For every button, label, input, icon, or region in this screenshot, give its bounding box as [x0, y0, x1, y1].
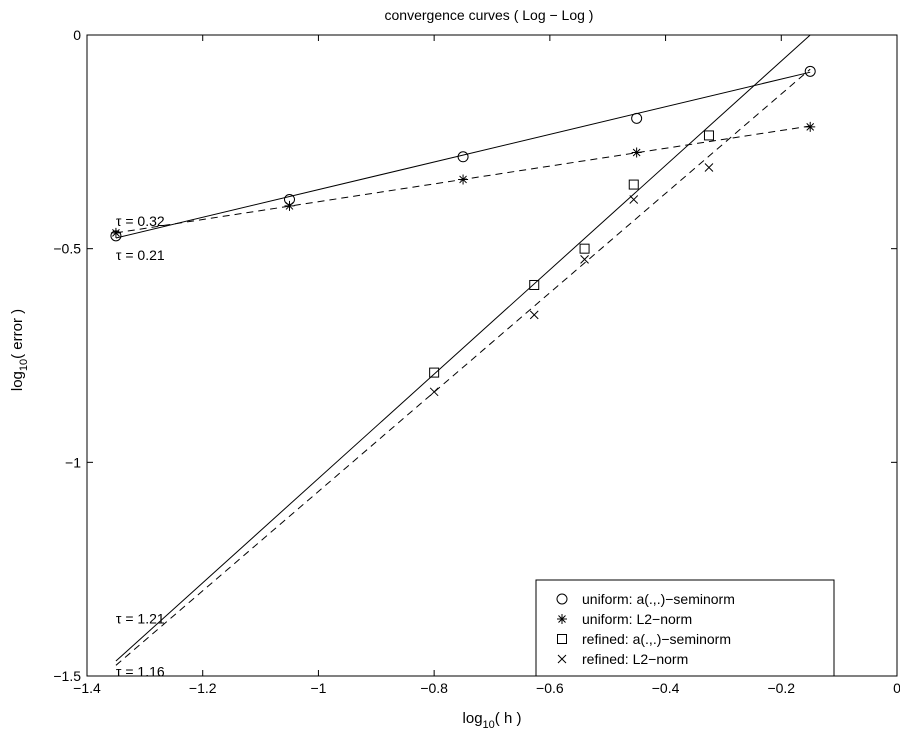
point-x-shape	[580, 254, 589, 264]
plot-frame	[86, 34, 898, 677]
point-asterisk	[458, 174, 469, 185]
point-circle-shape	[631, 112, 643, 124]
point-square-shape	[703, 130, 714, 141]
fit-line-solid	[115, 71, 811, 239]
x-axis: −1.4 −1.2 −1 −0.8 −0.6 −0.4 −0.2 0	[73, 35, 900, 696]
x-tick-label: −0.6	[536, 680, 564, 696]
point-square	[429, 367, 440, 378]
point-asterisk-shape	[284, 200, 295, 211]
point-asterisk-shape	[458, 174, 469, 185]
tau-annotation: τ = 1.21	[116, 610, 165, 626]
point-square	[703, 130, 714, 141]
point-circle-shape	[457, 151, 469, 163]
point-square	[628, 179, 639, 190]
tau-annotation: τ = 0.32	[116, 213, 165, 229]
point-x-shape	[529, 310, 539, 320]
chart-title: convergence curves ( Log − Log )	[385, 7, 594, 23]
point-x-shape	[429, 387, 439, 397]
y-tick-label: 0	[73, 27, 81, 43]
point-x	[529, 310, 539, 320]
point-x	[429, 387, 439, 397]
x-tick-label: −0.8	[420, 680, 448, 696]
annotations: τ = 0.32 τ = 0.21 τ = 1.21 τ = 1.16	[116, 213, 165, 680]
legend-box	[535, 579, 835, 677]
fit-line-solid	[115, 34, 811, 662]
point-x	[629, 195, 639, 204]
y-axis-label: log10( error )	[9, 309, 30, 391]
point-asterisk	[631, 147, 642, 158]
legend: uniform: a(.,.)−seminorm uniform: L2−norm…	[535, 579, 835, 677]
point-square-shape	[429, 367, 440, 378]
tau-annotation: τ = 1.16	[116, 664, 165, 680]
point-x	[704, 163, 714, 172]
legend-marker-square	[557, 634, 567, 644]
point-square	[529, 279, 540, 290]
fit-line-dashed	[115, 68, 811, 666]
tau-annotation: τ = 0.21	[116, 247, 165, 263]
data-markers	[110, 65, 816, 397]
point-x-shape	[629, 195, 639, 204]
x-tick-label: −1.4	[73, 680, 101, 696]
legend-marker-circle-shape	[556, 593, 568, 605]
point-circle	[457, 151, 469, 163]
x-tick-label: −1	[310, 680, 326, 696]
point-asterisk-shape	[110, 227, 121, 238]
point-square-shape	[529, 279, 540, 290]
point-circle-shape	[804, 65, 816, 77]
point-x-shape	[704, 163, 714, 172]
legend-label: refined: a(.,.)−seminorm	[582, 631, 731, 647]
y-tick-label: −1.5	[53, 668, 81, 684]
point-asterisk-shape	[631, 147, 642, 158]
y-tick-label: −1	[65, 454, 81, 470]
point-square-shape	[628, 179, 639, 190]
point-circle	[631, 112, 643, 124]
y-tick-label: −0.5	[53, 241, 81, 257]
legend-marker-circle	[556, 593, 568, 605]
legend-marker-asterisk-shape	[557, 614, 567, 624]
legend-marker-x-shape	[557, 654, 567, 664]
point-asterisk	[805, 121, 816, 132]
legend-label: refined: L2−norm	[582, 651, 688, 667]
legend-marker-asterisk	[557, 614, 567, 624]
point-asterisk	[110, 227, 121, 238]
x-tick-label: 0	[893, 680, 900, 696]
legend-marker-square-shape	[557, 634, 567, 644]
legend-label: uniform: a(.,.)−seminorm	[582, 591, 735, 607]
fit-lines	[115, 34, 811, 666]
x-tick-label: −0.2	[767, 680, 795, 696]
x-tick-label: −0.4	[652, 680, 680, 696]
point-circle	[804, 65, 816, 77]
x-axis-label: log10( h )	[463, 710, 522, 731]
point-asterisk	[284, 200, 295, 211]
point-square-shape	[579, 243, 590, 254]
y-axis: 0 −0.5 −1 −1.5	[53, 27, 897, 684]
point-asterisk-shape	[805, 121, 816, 132]
point-square	[579, 243, 590, 254]
legend-marker-x	[557, 654, 567, 664]
x-tick-label: −1.2	[189, 680, 217, 696]
legend-label: uniform: L2−norm	[582, 611, 692, 627]
point-x	[580, 254, 589, 264]
